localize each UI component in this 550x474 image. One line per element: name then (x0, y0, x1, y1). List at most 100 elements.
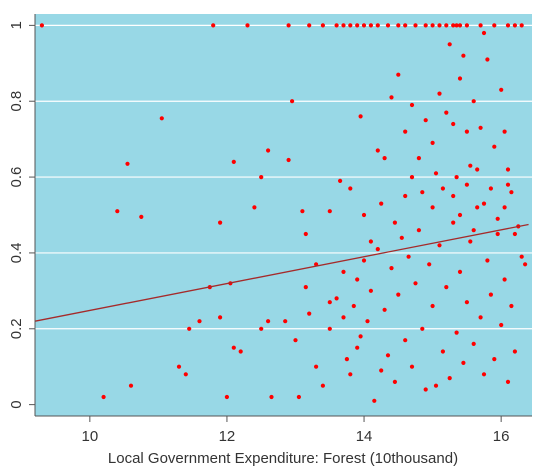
data-point-50 (396, 72, 401, 77)
data-point-91 (283, 319, 288, 324)
data-point-93 (296, 394, 301, 400)
data-point-118 (403, 338, 408, 343)
data-point-21 (451, 23, 456, 28)
data-point-74 (512, 231, 518, 237)
data-point-101 (344, 357, 349, 362)
data-point-48 (382, 156, 387, 161)
x-tick-label-0: 10 (81, 428, 98, 445)
y-tick-label-2: 0.4 (8, 242, 25, 263)
data-point-36 (252, 205, 257, 210)
data-point-100 (341, 269, 346, 274)
data-point-172 (488, 186, 493, 191)
data-point-108 (368, 288, 373, 293)
data-point-147 (502, 277, 507, 282)
data-point-110 (375, 247, 380, 252)
data-point-35 (231, 159, 236, 164)
data-point-160 (403, 193, 408, 199)
data-point-128 (437, 243, 442, 248)
data-point-37 (259, 175, 264, 180)
data-point-81 (197, 319, 202, 324)
data-point-80 (187, 326, 192, 331)
data-point-77 (128, 383, 134, 388)
data-point-11 (368, 23, 373, 28)
data-point-115 (392, 379, 397, 384)
data-point-26 (492, 23, 497, 28)
data-point-31 (125, 161, 130, 166)
data-point-106 (361, 258, 367, 263)
data-point-123 (420, 326, 425, 331)
data-point-16 (413, 23, 418, 28)
data-point-24 (464, 23, 469, 28)
data-point-2 (245, 23, 250, 28)
data-point-10 (361, 23, 367, 28)
grid-lines (35, 24, 532, 330)
data-point-109 (372, 398, 377, 403)
data-point-14 (396, 23, 401, 28)
data-point-73 (509, 190, 514, 195)
data-point-126 (430, 303, 435, 309)
data-point-104 (355, 277, 360, 282)
data-point-23 (457, 23, 463, 28)
data-point-173 (495, 216, 500, 221)
data-point-20 (444, 23, 449, 28)
data-point-138 (471, 341, 476, 346)
data-point-63 (464, 129, 469, 134)
data-point-55 (430, 140, 435, 145)
data-point-76 (101, 394, 106, 400)
data-point-116 (396, 292, 401, 297)
data-point-153 (327, 300, 332, 305)
data-point-12 (375, 23, 380, 28)
data-point-72 (505, 167, 511, 172)
data-point-119 (406, 254, 411, 259)
x-tick-label-3: 16 (493, 428, 510, 445)
data-point-62 (461, 53, 466, 58)
data-point-171 (481, 201, 487, 206)
x-axis-label: Local Government Expenditure: Forest (10… (108, 450, 458, 467)
data-point-1 (211, 23, 216, 28)
data-point-164 (433, 171, 439, 176)
data-point-151 (523, 262, 528, 267)
data-point-143 (488, 292, 493, 297)
data-point-15 (403, 23, 408, 28)
data-point-167 (457, 212, 463, 218)
data-point-92 (293, 338, 298, 343)
data-point-136 (464, 300, 469, 305)
data-point-133 (454, 330, 459, 335)
data-point-127 (433, 383, 439, 388)
data-point-64 (468, 163, 473, 168)
data-point-137 (468, 239, 473, 244)
data-point-7 (341, 23, 346, 28)
data-point-83 (218, 315, 223, 320)
x-tick-label-1: 12 (219, 428, 236, 445)
data-point-144 (492, 357, 497, 362)
data-point-19 (437, 23, 442, 28)
data-point-47 (375, 148, 380, 153)
data-point-89 (266, 319, 271, 324)
data-point-57 (444, 110, 449, 115)
data-points (39, 23, 528, 403)
y-tick-label-0: 0 (8, 400, 25, 408)
data-point-165 (440, 186, 445, 191)
data-point-157 (368, 239, 373, 244)
data-point-120 (409, 364, 415, 369)
data-point-170 (475, 167, 480, 172)
y-tick-label-5: 1 (8, 21, 25, 29)
data-point-105 (358, 334, 363, 339)
data-point-13 (385, 23, 391, 28)
axes: 10 12 14 16 0 0.2 0.4 0.6 0.8 1 (8, 14, 532, 445)
y-tick-label-4: 0.8 (8, 91, 25, 112)
data-point-3 (286, 23, 291, 28)
data-point-149 (509, 303, 514, 309)
data-point-142 (485, 258, 490, 263)
data-point-114 (389, 266, 394, 271)
data-point-117 (399, 235, 404, 240)
data-point-158 (379, 201, 384, 206)
data-point-107 (365, 319, 370, 324)
data-point-4 (307, 23, 312, 28)
data-point-90 (269, 394, 274, 400)
data-point-150 (512, 349, 518, 354)
data-point-112 (382, 307, 387, 312)
data-point-22 (454, 23, 459, 28)
data-point-84 (224, 394, 229, 400)
